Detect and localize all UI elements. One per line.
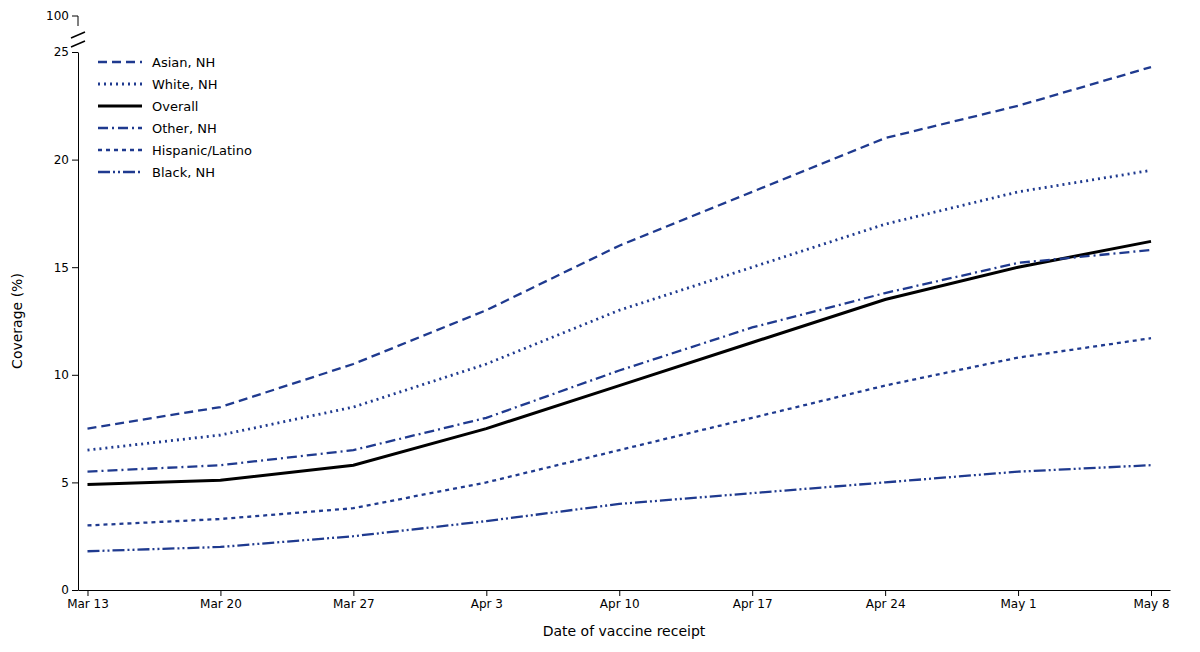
y-tick: 15 xyxy=(54,261,78,275)
series-line xyxy=(87,338,1151,525)
lines xyxy=(87,67,1151,551)
x-tick: May 1 xyxy=(1000,590,1036,611)
y-tick-label: 0 xyxy=(61,583,69,597)
legend-label: Asian, NH xyxy=(152,55,215,70)
x-tick: Mar 13 xyxy=(67,590,109,611)
x-tick-mark xyxy=(87,590,88,596)
x-axis-line xyxy=(79,590,1171,591)
chart: Mar 13 Mar 20 Mar 27 Apr 3 Apr 10 Apr 17 Apr 2… xyxy=(0,0,1200,652)
x-tick: May 8 xyxy=(1133,590,1169,611)
axis-break-tick xyxy=(72,16,78,17)
legend-swatch xyxy=(98,83,142,86)
x-tick-mark xyxy=(619,590,620,596)
legend-label: Hispanic/Latino xyxy=(152,143,252,158)
legend-label: Overall xyxy=(152,99,198,114)
x-tick-label: Mar 27 xyxy=(333,597,375,611)
legend-label: Other, NH xyxy=(152,121,217,136)
y-tick-mark xyxy=(72,375,78,376)
x-tick-mark xyxy=(486,590,487,596)
legend-swatch xyxy=(98,149,142,151)
y-tick-label: 5 xyxy=(61,476,69,490)
x-tick-label: May 1 xyxy=(1000,597,1036,611)
x-tick-label: May 8 xyxy=(1133,597,1169,611)
x-tick: Apr 24 xyxy=(866,590,906,611)
x-tick-mark xyxy=(1151,590,1152,596)
y-tick-label: 10 xyxy=(54,368,69,382)
x-tick-label: Apr 3 xyxy=(471,597,503,611)
axis-break-mark xyxy=(71,41,85,47)
y-axis-title: Coverage (%) xyxy=(9,273,25,369)
x-tick: Mar 20 xyxy=(200,590,242,611)
x-tick: Apr 3 xyxy=(471,590,503,611)
x-tick-label: Apr 24 xyxy=(866,597,906,611)
series-line xyxy=(87,250,1151,472)
y-tick-mark xyxy=(72,160,78,161)
y-axis: 0 5 10 15 20 25 xyxy=(54,45,79,597)
axis-break: 100 xyxy=(46,9,85,47)
x-tick-mark xyxy=(220,590,221,596)
legend-item: Asian, NH xyxy=(98,55,215,70)
axis-break-spine xyxy=(78,16,79,26)
y-tick-mark xyxy=(72,267,78,268)
series-line xyxy=(87,67,1151,429)
legend-item: Hispanic/Latino xyxy=(98,143,252,158)
legend-swatch xyxy=(98,171,142,173)
y-tick-mark xyxy=(72,590,78,591)
axis-break-mark xyxy=(71,32,85,38)
legend-swatch xyxy=(98,127,142,129)
x-tick-mark xyxy=(1018,590,1019,596)
x-tick-label: Mar 13 xyxy=(67,597,109,611)
x-tick-label: Apr 10 xyxy=(600,597,640,611)
x-axis-title: Date of vaccine receipt xyxy=(543,623,706,639)
legend-swatch xyxy=(98,61,142,63)
x-tick-label: Mar 20 xyxy=(200,597,242,611)
y-tick: 10 xyxy=(54,368,78,382)
x-tick: Apr 10 xyxy=(600,590,640,611)
y-tick: 20 xyxy=(54,153,78,167)
legend-item: White, NH xyxy=(98,77,218,92)
x-tick: Apr 17 xyxy=(733,590,773,611)
x-axis: Mar 13 Mar 20 Mar 27 Apr 3 Apr 10 Apr 17 Apr 2… xyxy=(67,590,1170,611)
x-tick-label: Apr 17 xyxy=(733,597,773,611)
x-tick-mark xyxy=(353,590,354,596)
y-tick: 25 xyxy=(54,45,78,59)
y-tick: 0 xyxy=(61,583,78,597)
x-tick-mark xyxy=(752,590,753,596)
legend-label: Black, NH xyxy=(152,165,215,180)
y-tick-label: 20 xyxy=(54,153,69,167)
legend-item: Black, NH xyxy=(98,165,215,180)
x-tick: Mar 27 xyxy=(333,590,375,611)
legend-item: Overall xyxy=(98,99,198,114)
legend-swatch xyxy=(98,105,142,108)
legend-label: White, NH xyxy=(152,77,218,92)
x-tick-mark xyxy=(885,590,886,596)
series-line xyxy=(87,170,1151,450)
y-tick: 5 xyxy=(61,476,78,490)
annotation: 100 xyxy=(46,9,69,23)
y-axis-line xyxy=(78,53,79,591)
legend-item: Other, NH xyxy=(98,121,217,136)
y-tick-label: 25 xyxy=(54,45,69,59)
y-tick-label: 15 xyxy=(54,261,69,275)
y-tick-mark xyxy=(72,482,78,483)
y-tick-mark xyxy=(72,52,78,53)
legend: Asian, NH White, NH Overall Other, NH Hispan… xyxy=(98,55,252,180)
series-line xyxy=(87,465,1151,551)
